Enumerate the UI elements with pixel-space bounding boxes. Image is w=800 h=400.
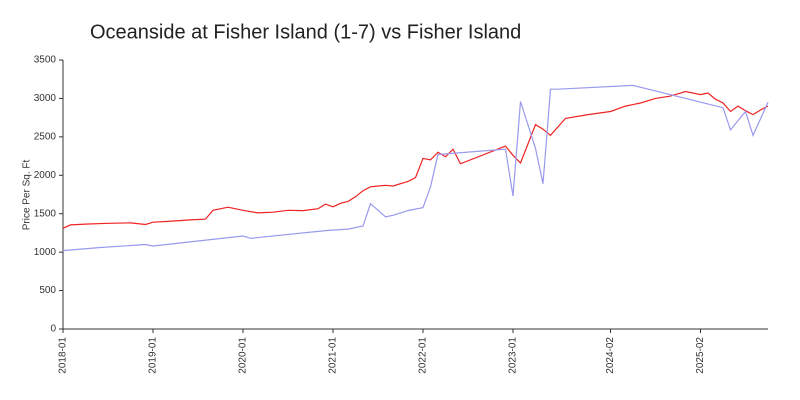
chart-title: Oceanside at Fisher Island (1-7) vs Fish… <box>90 21 521 43</box>
x-tick-label: 2020-01 <box>238 337 249 374</box>
x-tick-label: 2022-01 <box>418 337 429 374</box>
y-tick-label: 3000 <box>34 93 57 104</box>
y-tick-label: 1500 <box>34 208 57 219</box>
series-line <box>62 84 769 252</box>
x-tick-label: 2025-02 <box>695 337 706 374</box>
x-tick-label: 2021-01 <box>328 337 339 374</box>
x-tick-label: 2023-01 <box>508 337 519 374</box>
x-tick-label: 2018-01 <box>58 337 69 374</box>
y-tick-label: 1000 <box>34 247 57 258</box>
y-tick-label: 0 <box>50 324 56 335</box>
y-axis-label: Price Per Sq. Ft <box>22 159 33 230</box>
y-tick-label: 500 <box>39 285 56 296</box>
series-line <box>62 90 769 229</box>
x-tick-label: 2019-01 <box>148 337 159 374</box>
x-tick-label: 2024-02 <box>605 337 616 374</box>
y-tick-label: 2500 <box>34 131 57 142</box>
y-tick-label: 2000 <box>34 170 57 181</box>
y-tick-label: 3500 <box>34 55 57 66</box>
